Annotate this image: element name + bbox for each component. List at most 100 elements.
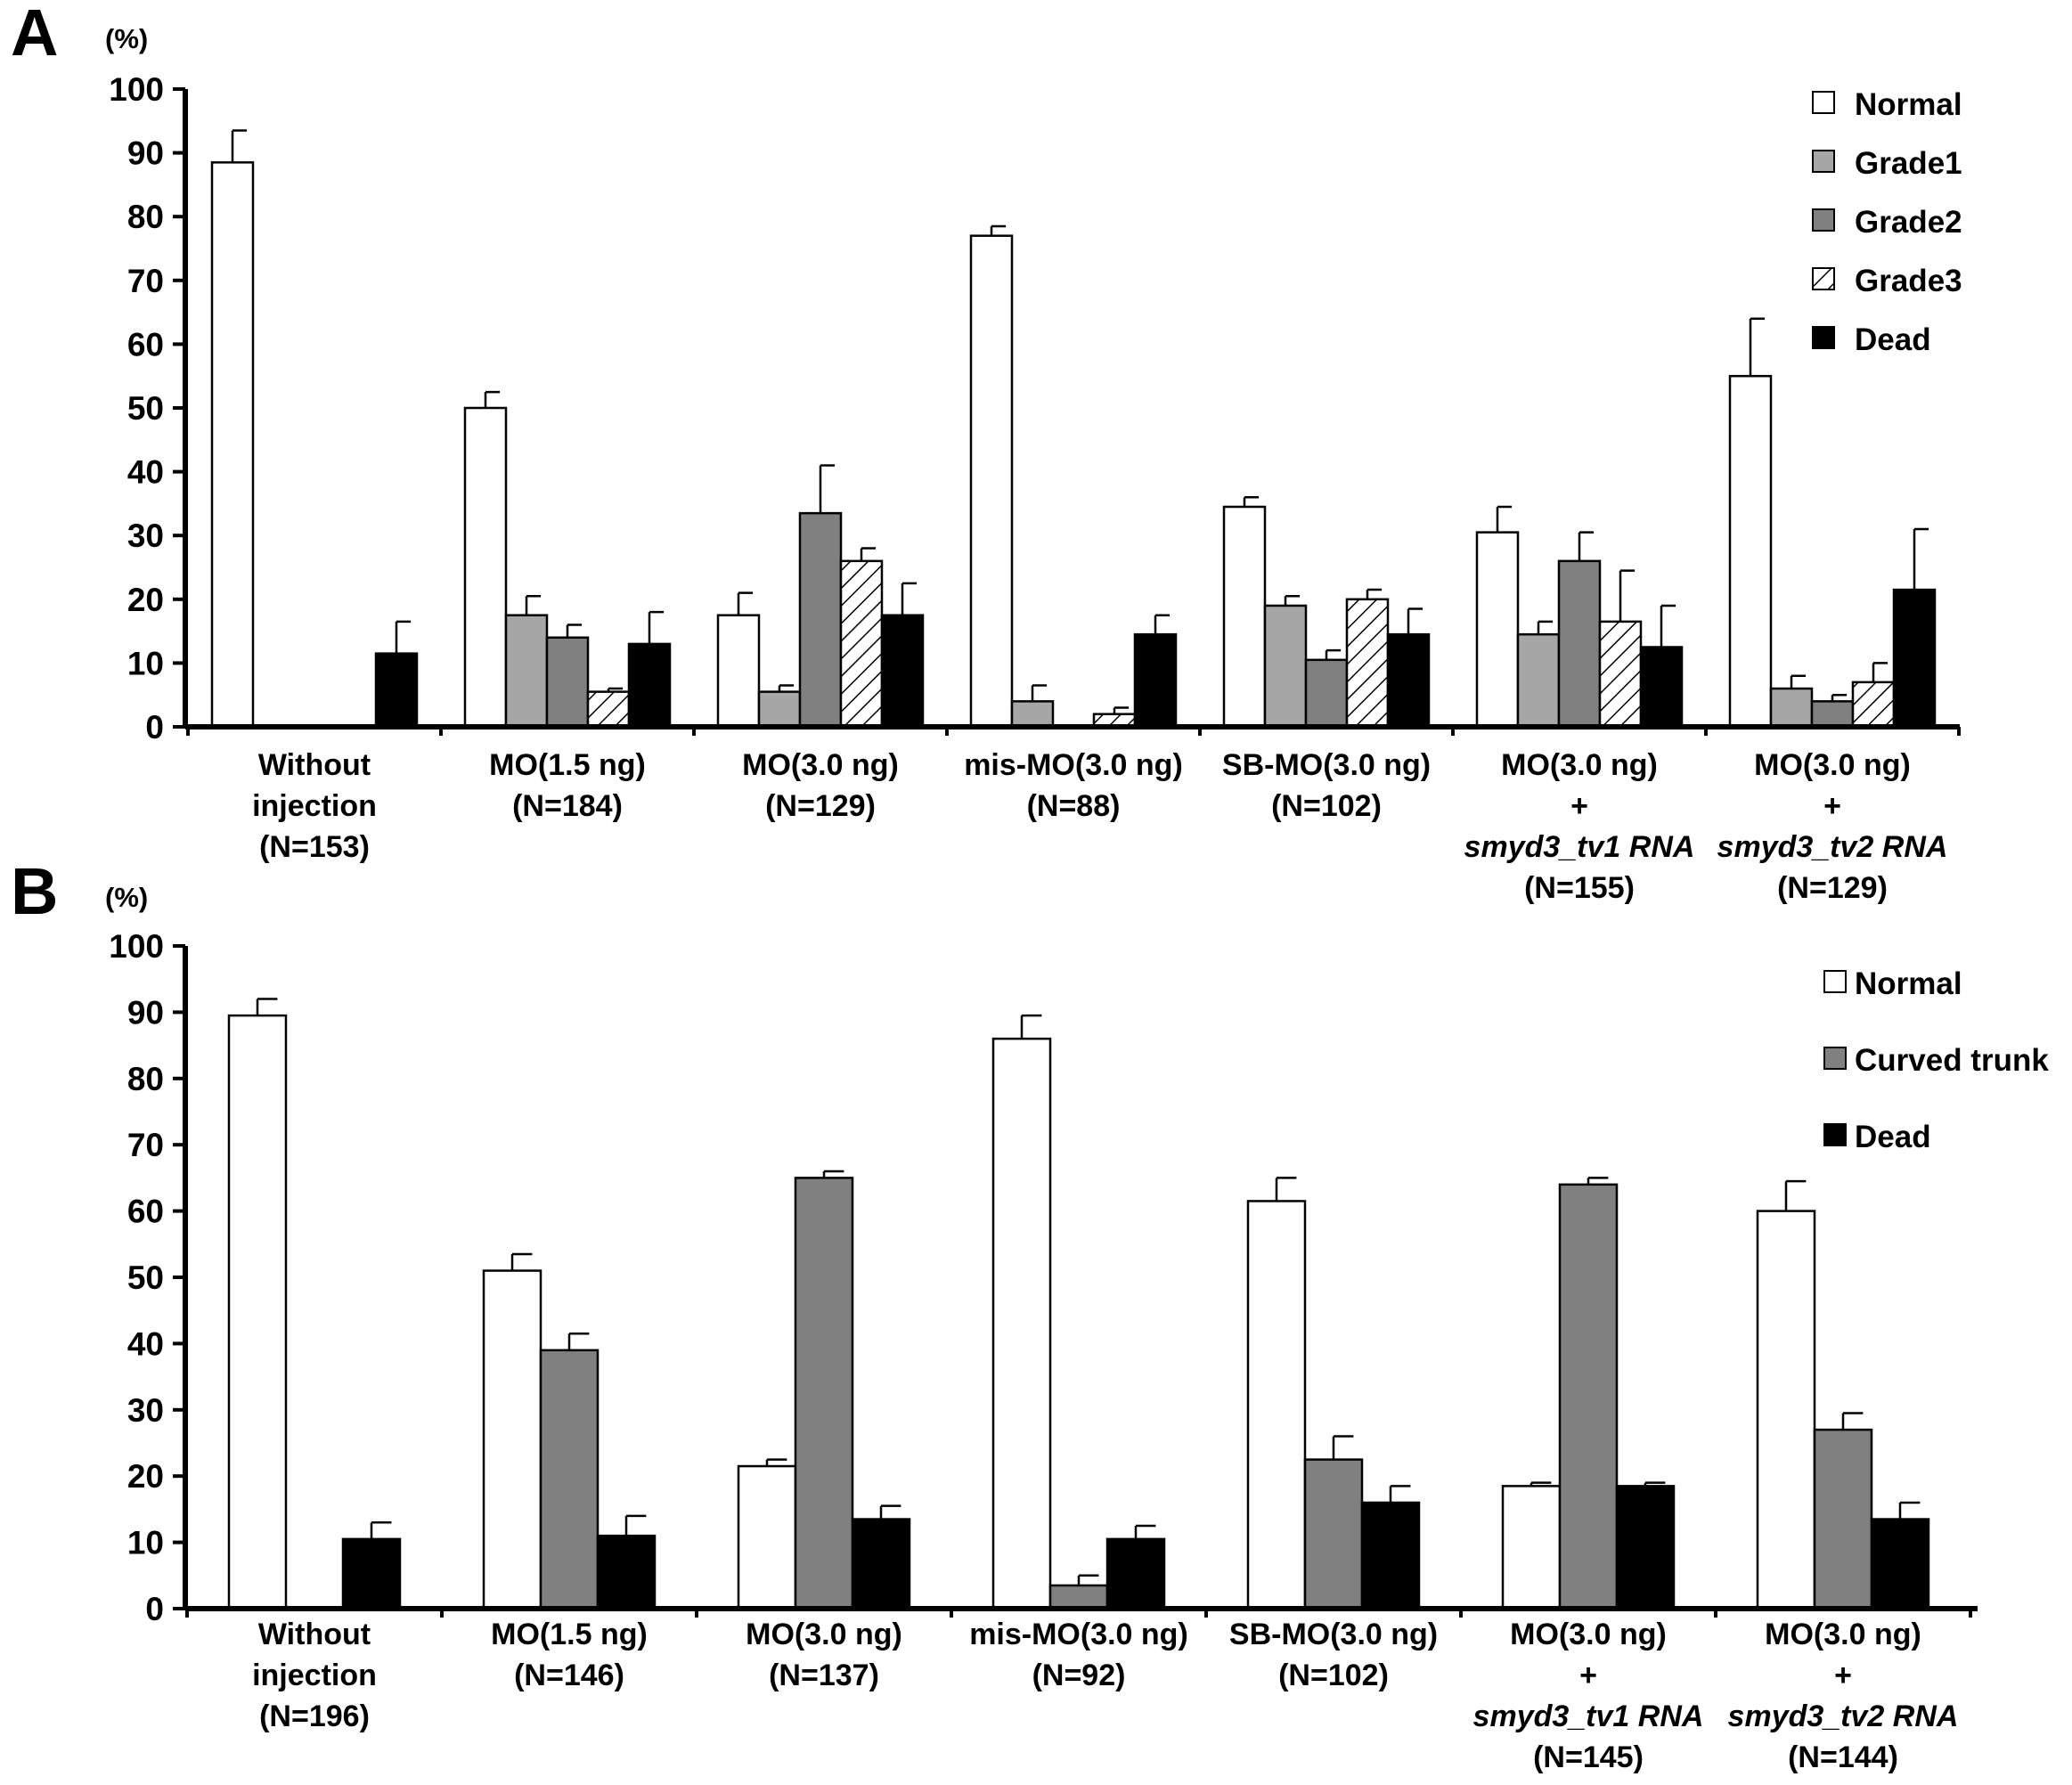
bar: [798, 511, 843, 729]
x-tick-label: (N=102): [1271, 789, 1382, 823]
y-tick-label: 0: [145, 1591, 164, 1627]
bar: [627, 642, 672, 729]
bar: [227, 1014, 288, 1610]
bar: [969, 234, 1014, 729]
legend-swatch: [1812, 150, 1835, 173]
bar: [539, 1349, 600, 1610]
bar: [1851, 681, 1896, 729]
y-tick-label: 50: [127, 390, 164, 427]
legend-swatch: [1812, 208, 1835, 232]
x-tick-label: (N=137): [769, 1659, 879, 1692]
y-tick-label: 40: [127, 454, 164, 491]
y-tick-label: 50: [127, 1259, 164, 1296]
bar: [851, 1518, 911, 1610]
x-tick-label: (N=129): [1777, 871, 1888, 905]
x-tick-label: injection: [252, 789, 377, 823]
legend-label: Grade3: [1855, 264, 1962, 298]
bar: [1639, 646, 1684, 729]
x-tick-label: (N=129): [765, 789, 876, 823]
legend-swatch: [1812, 91, 1835, 114]
bar: [839, 559, 884, 729]
x-tick-label: MO(3.0 ng): [1754, 748, 1911, 782]
legend-label: Normal: [1855, 87, 1962, 122]
y-tick-label: 0: [145, 709, 164, 746]
bar: [1813, 1428, 1873, 1610]
x-tick-label: MO(1.5 ng): [489, 748, 646, 782]
x-tick-label: SB-MO(3.0 ng): [1222, 748, 1431, 782]
bar: [1133, 632, 1178, 729]
y-tick-label: 20: [127, 1458, 164, 1495]
y-unit-label: (%): [105, 23, 148, 54]
y-tick-label: 90: [127, 994, 164, 1031]
bar: [991, 1037, 1052, 1610]
x-tick-label: MO(3.0 ng): [1765, 1618, 1921, 1651]
bar: [1246, 1200, 1307, 1610]
x-tick-label: +: [1570, 789, 1588, 823]
y-unit-label: (%): [105, 882, 148, 913]
bar: [1598, 620, 1643, 729]
x-tick-label: (N=144): [1788, 1740, 1898, 1774]
bar: [1345, 598, 1390, 729]
bar: [1386, 632, 1431, 729]
x-tick-label: MO(3.0 ng): [1510, 1618, 1667, 1651]
legend-label: Dead: [1855, 1120, 1931, 1154]
legend-swatch: [1823, 1123, 1847, 1146]
x-tick-label: Without: [258, 748, 371, 782]
y-tick-label: 80: [127, 199, 164, 235]
x-tick-label: (N=196): [259, 1699, 370, 1733]
legend: Normal Curved trunk Dead: [1823, 966, 2049, 1154]
x-tick-label: mis-MO(3.0 ng): [964, 748, 1183, 782]
bar: [586, 690, 631, 729]
bar: [1516, 632, 1561, 729]
bar: [210, 161, 255, 729]
x-tick-label: (N=102): [1278, 1659, 1389, 1692]
bar: [1263, 604, 1308, 729]
x-tick-label: Without: [258, 1618, 371, 1651]
y-tick-label: 100: [109, 928, 164, 965]
legend-swatch: [1812, 267, 1835, 290]
bar: [1769, 687, 1814, 729]
legend-label: Curved trunk: [1855, 1043, 2049, 1078]
x-tick-label: MO(3.0 ng): [1501, 748, 1658, 782]
y-tick-label: 100: [109, 71, 164, 108]
bar: [1222, 505, 1267, 729]
bar: [716, 614, 761, 729]
x-tick-label: MO(1.5 ng): [491, 1618, 648, 1651]
x-tick-label: (N=88): [1027, 789, 1121, 823]
bar: [1304, 658, 1349, 729]
bar: [757, 690, 802, 729]
legend-swatch: [1823, 970, 1847, 993]
y-tick-label: 60: [127, 326, 164, 363]
x-tick-label: MO(3.0 ng): [746, 1618, 902, 1651]
x-tick-label: (N=153): [259, 830, 370, 864]
x-tick-label: +: [1579, 1659, 1597, 1692]
bar: [1105, 1537, 1166, 1610]
y-tick-label: 20: [127, 582, 164, 618]
legend-label: Grade2: [1855, 205, 1962, 240]
y-tick-label: 60: [127, 1194, 164, 1230]
bar: [482, 1269, 542, 1610]
x-tick-label: smyd3_tv1 RNA: [1464, 830, 1695, 864]
bar: [1501, 1485, 1562, 1610]
x-tick-label: injection: [252, 1659, 377, 1692]
bar: [1558, 1183, 1619, 1610]
bar: [1728, 374, 1773, 729]
bar: [1810, 700, 1855, 729]
bar: [1756, 1210, 1816, 1610]
bar: [1892, 588, 1937, 729]
x-tick-label: +: [1823, 789, 1841, 823]
bar: [737, 1464, 797, 1610]
x-tick-label: (N=92): [1032, 1659, 1126, 1692]
x-tick-label: smyd3_tv2 RNA: [1728, 1699, 1959, 1733]
y-tick-label: 30: [127, 1392, 164, 1429]
y-tick-label: 10: [127, 645, 164, 681]
bar: [1303, 1458, 1364, 1610]
y-tick-label: 70: [127, 1127, 164, 1163]
legend: Normal Grade1 Grade2 Grade3 Dead: [1812, 87, 1962, 357]
x-tick-label: (N=145): [1533, 1740, 1644, 1774]
legend-label: Normal: [1855, 966, 1962, 1001]
y-tick-label: 80: [127, 1061, 164, 1097]
chart-panel-a: A (%) 0 10 20 30 40 50 60 70 80 90 100 Without injecti…: [11, 0, 1962, 905]
legend-label: Grade1: [1855, 146, 1962, 181]
